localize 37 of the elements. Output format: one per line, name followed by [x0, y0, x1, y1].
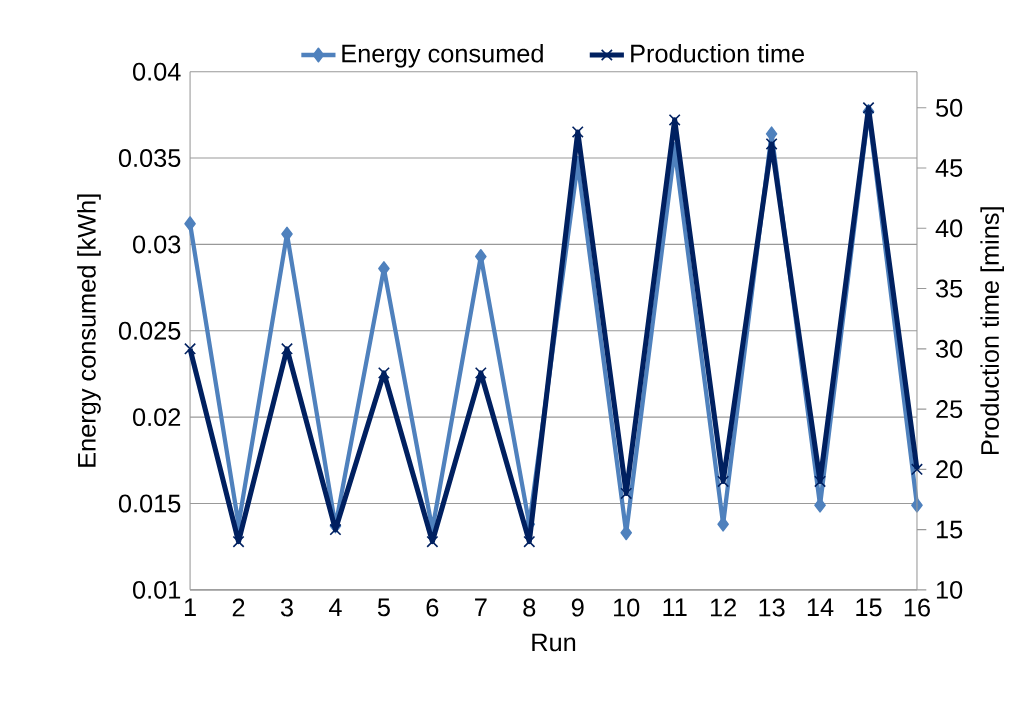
y2-tick-label: 20	[936, 460, 963, 479]
x-tick-label: 11	[663, 598, 687, 617]
x-tick-label: 12	[710, 598, 736, 617]
x-tick-label: 6	[426, 598, 439, 617]
y-tick-label: 0.025	[118, 321, 181, 340]
y2-tick-label: 15	[936, 520, 963, 539]
x-tick-label: 4	[328, 598, 342, 617]
x-tick-label: 10	[614, 598, 640, 617]
y2-tick-label: 50	[936, 98, 963, 117]
y2-tick-label: 40	[935, 219, 963, 238]
x-tick-label: 5	[377, 598, 390, 617]
x-tick-label: 8	[523, 598, 536, 617]
y-tick-label: 0.02	[133, 408, 181, 427]
y-tick-label: 0.035	[118, 149, 181, 168]
y2-tick-label: 30	[935, 339, 963, 358]
legend-label: Energy consumed	[342, 43, 543, 68]
y2-tick-label: 35	[935, 279, 963, 298]
x-tick-label: 2	[232, 598, 245, 617]
y2-tick-label: 25	[936, 400, 963, 419]
x-tick-label: 1	[184, 598, 196, 617]
y-tick-label: 0.03	[133, 235, 181, 254]
y-axis-title: Energy consumed [kWh]	[77, 194, 101, 467]
x-tick-label: 13	[759, 598, 785, 617]
y-tick-label: 0.04	[133, 62, 181, 81]
x-tick-label: 15	[856, 598, 882, 617]
x-tick-label: 16	[904, 598, 930, 617]
y-tick-label: 0.01	[133, 580, 181, 599]
y2-axis-title: Production time [mins]	[980, 207, 1004, 455]
legend-label: Production time	[631, 43, 805, 63]
x-tick-label: 3	[280, 598, 293, 617]
x-axis-title: Run	[532, 633, 576, 652]
x-tick-label: 7	[475, 598, 487, 617]
y2-tick-label: 10	[936, 580, 963, 599]
x-tick-label: 14	[807, 598, 834, 617]
y-tick-label: 0.015	[118, 494, 181, 513]
y2-tick-label: 45	[935, 159, 963, 177]
x-tick-label: 9	[571, 598, 584, 617]
